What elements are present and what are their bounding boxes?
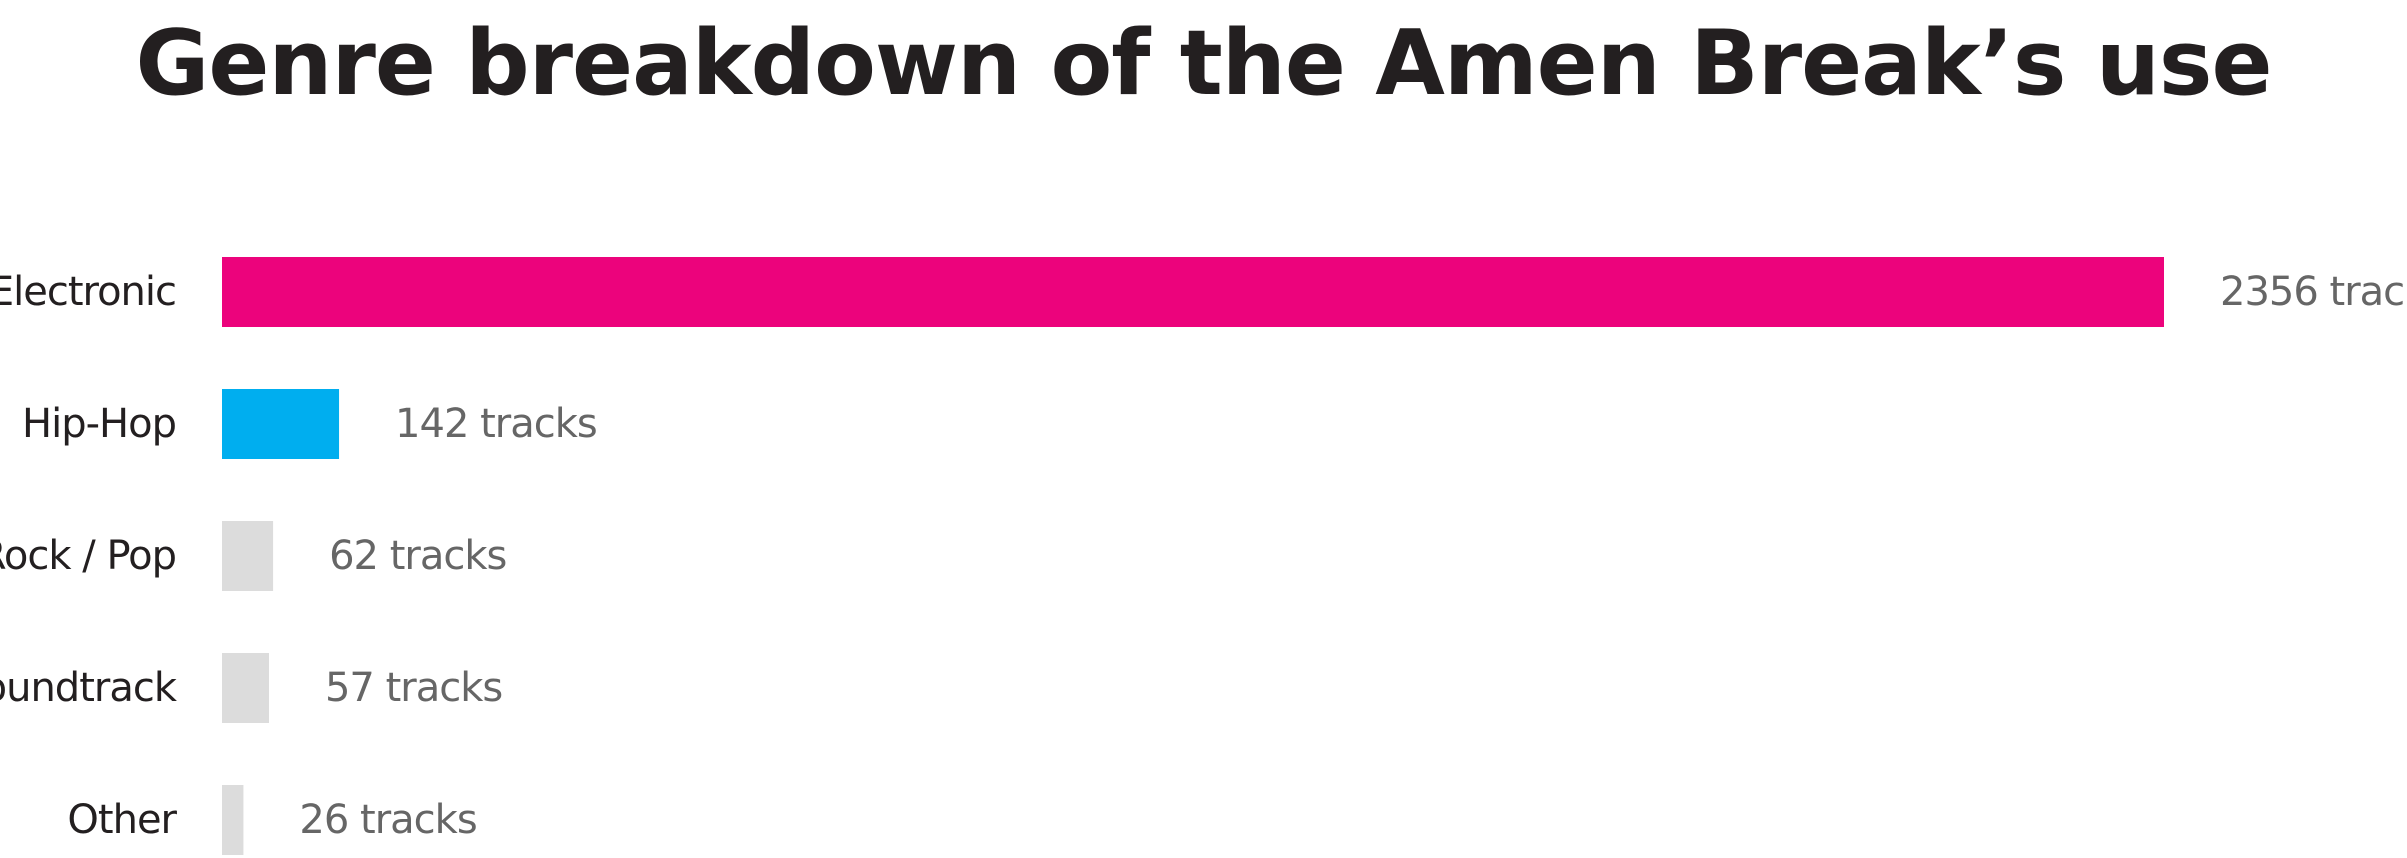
bar	[222, 653, 269, 723]
category-label: Electronic	[0, 269, 176, 315]
bar	[222, 257, 2164, 327]
category-label: Other	[67, 797, 177, 843]
category-label: Soundtrack	[0, 665, 178, 711]
value-label: 26 tracks	[299, 797, 476, 843]
value-label: 142 tracks	[395, 401, 597, 447]
chart-title: Genre breakdown of the Amen Break’s use	[135, 11, 2272, 116]
value-label: 2356 tracks	[2220, 269, 2407, 315]
bar	[222, 521, 274, 591]
bar	[222, 389, 340, 459]
value-label: 57 tracks	[325, 665, 502, 711]
bar	[222, 785, 244, 855]
category-label: Hip-Hop	[22, 401, 176, 447]
category-label: Rock / Pop	[0, 533, 176, 579]
value-label: 62 tracks	[329, 533, 506, 579]
